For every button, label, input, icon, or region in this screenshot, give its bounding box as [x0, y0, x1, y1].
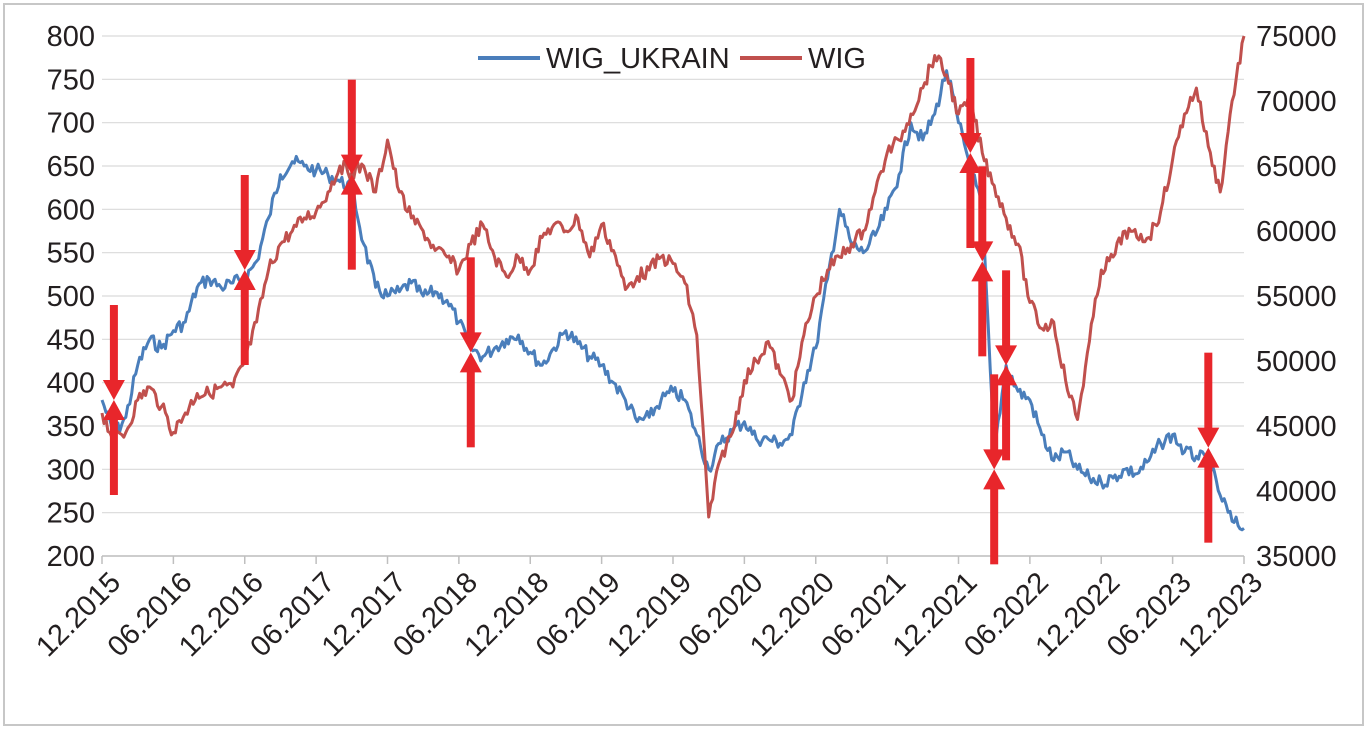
arrow-head-up — [959, 153, 982, 173]
y-right-tick-label: 40000 — [1256, 476, 1337, 508]
series-line-wig — [100, 35, 1246, 519]
arrow-shaft-up — [109, 415, 118, 495]
event-arrow — [340, 79, 363, 270]
arrow-shaft-down — [466, 257, 475, 338]
y-left-tick-label: 650 — [47, 151, 95, 183]
y-axis-left-labels: 800 750 700 650 600 550 500 450 400 350 300 250 200 — [47, 21, 95, 573]
arrow-shaft-up — [966, 168, 975, 248]
y-left-tick-label: 600 — [47, 194, 95, 226]
arrow-shaft-up — [240, 285, 249, 365]
arrow-head-down — [102, 380, 125, 400]
event-arrow — [1197, 352, 1220, 543]
arrow-head-up — [459, 352, 482, 373]
series-line-wig-ukrain — [100, 69, 1245, 532]
arrow-shaft-up — [466, 367, 475, 448]
gridlines — [102, 35, 1244, 557]
arrow-head-up — [340, 174, 363, 195]
arrow-shaft-up — [347, 189, 356, 270]
x-axis-ticks — [101, 556, 1245, 564]
arrow-head-down — [233, 250, 256, 270]
y-right-tick-label: 35000 — [1256, 541, 1337, 573]
event-arrow — [459, 257, 482, 448]
arrow-head-down — [459, 332, 482, 353]
y-right-tick-label: 70000 — [1256, 86, 1337, 118]
arrow-head-down — [983, 449, 1006, 470]
chart-frame — [3, 3, 1364, 726]
arrow-head-down — [995, 345, 1018, 366]
event-arrow — [971, 166, 994, 357]
y-right-tick-label: 75000 — [1256, 21, 1337, 53]
event-arrows — [102, 58, 1220, 565]
event-arrow — [995, 270, 1018, 461]
event-arrow — [233, 175, 256, 365]
arrow-shaft-up — [978, 276, 987, 357]
arrow-shaft-down — [240, 175, 249, 255]
y-right-tick-label: 50000 — [1256, 346, 1337, 378]
event-arrow — [102, 305, 125, 495]
arrow-head-down — [971, 241, 994, 262]
y-right-tick-label: 55000 — [1256, 281, 1337, 313]
arrow-shaft-down — [1002, 270, 1011, 351]
y-left-tick-label: 400 — [47, 368, 95, 400]
arrow-shaft-down — [990, 374, 999, 455]
legend-label: WIG_UKRAIN — [546, 43, 730, 75]
y-left-tick-label: 500 — [47, 281, 95, 313]
arrow-shaft-down — [1204, 352, 1213, 433]
y-left-tick-label: 450 — [47, 324, 95, 356]
event-arrow — [959, 58, 982, 248]
y-left-tick-label: 750 — [47, 64, 95, 96]
legend-label: WIG — [808, 43, 866, 75]
arrow-shaft-down — [966, 58, 975, 138]
arrow-shaft-down — [978, 166, 987, 247]
arrow-head-up — [971, 261, 994, 282]
y-left-tick-label: 700 — [47, 108, 95, 140]
y-left-tick-label: 800 — [47, 21, 95, 53]
y-left-tick-label: 300 — [47, 454, 95, 486]
arrow-shaft-down — [109, 305, 118, 385]
series-lines — [100, 35, 1246, 532]
arrow-shaft-up — [1002, 380, 1011, 461]
y-left-tick-label: 200 — [47, 541, 95, 573]
y-right-tick-label: 60000 — [1256, 216, 1337, 248]
arrow-head-up — [233, 270, 256, 290]
arrow-head-up — [102, 400, 125, 420]
arrow-shaft-up — [1204, 462, 1213, 543]
arrow-head-down — [959, 133, 982, 153]
y-right-tick-label: 65000 — [1256, 151, 1337, 183]
y-right-tick-label: 45000 — [1256, 411, 1337, 443]
arrow-head-down — [1197, 427, 1220, 448]
y-axis-right-labels: 75000 70000 65000 60000 55000 50000 45000 40000… — [1256, 21, 1337, 573]
arrow-head-up — [995, 365, 1018, 386]
y-left-tick-label: 550 — [47, 238, 95, 270]
y-left-tick-label: 250 — [47, 498, 95, 530]
legend: WIG_UKRAIN WIG — [478, 43, 866, 75]
arrow-shaft-down — [347, 79, 356, 160]
arrow-head-up — [1197, 447, 1220, 468]
arrow-head-down — [340, 154, 363, 175]
y-left-tick-label: 350 — [47, 411, 95, 443]
arrow-head-up — [983, 469, 1006, 490]
event-arrow — [983, 374, 1006, 565]
arrow-shaft-up — [990, 484, 999, 565]
x-axis-labels: 12.201506.201612.201606.201712.201706.20… — [30, 566, 1269, 663]
